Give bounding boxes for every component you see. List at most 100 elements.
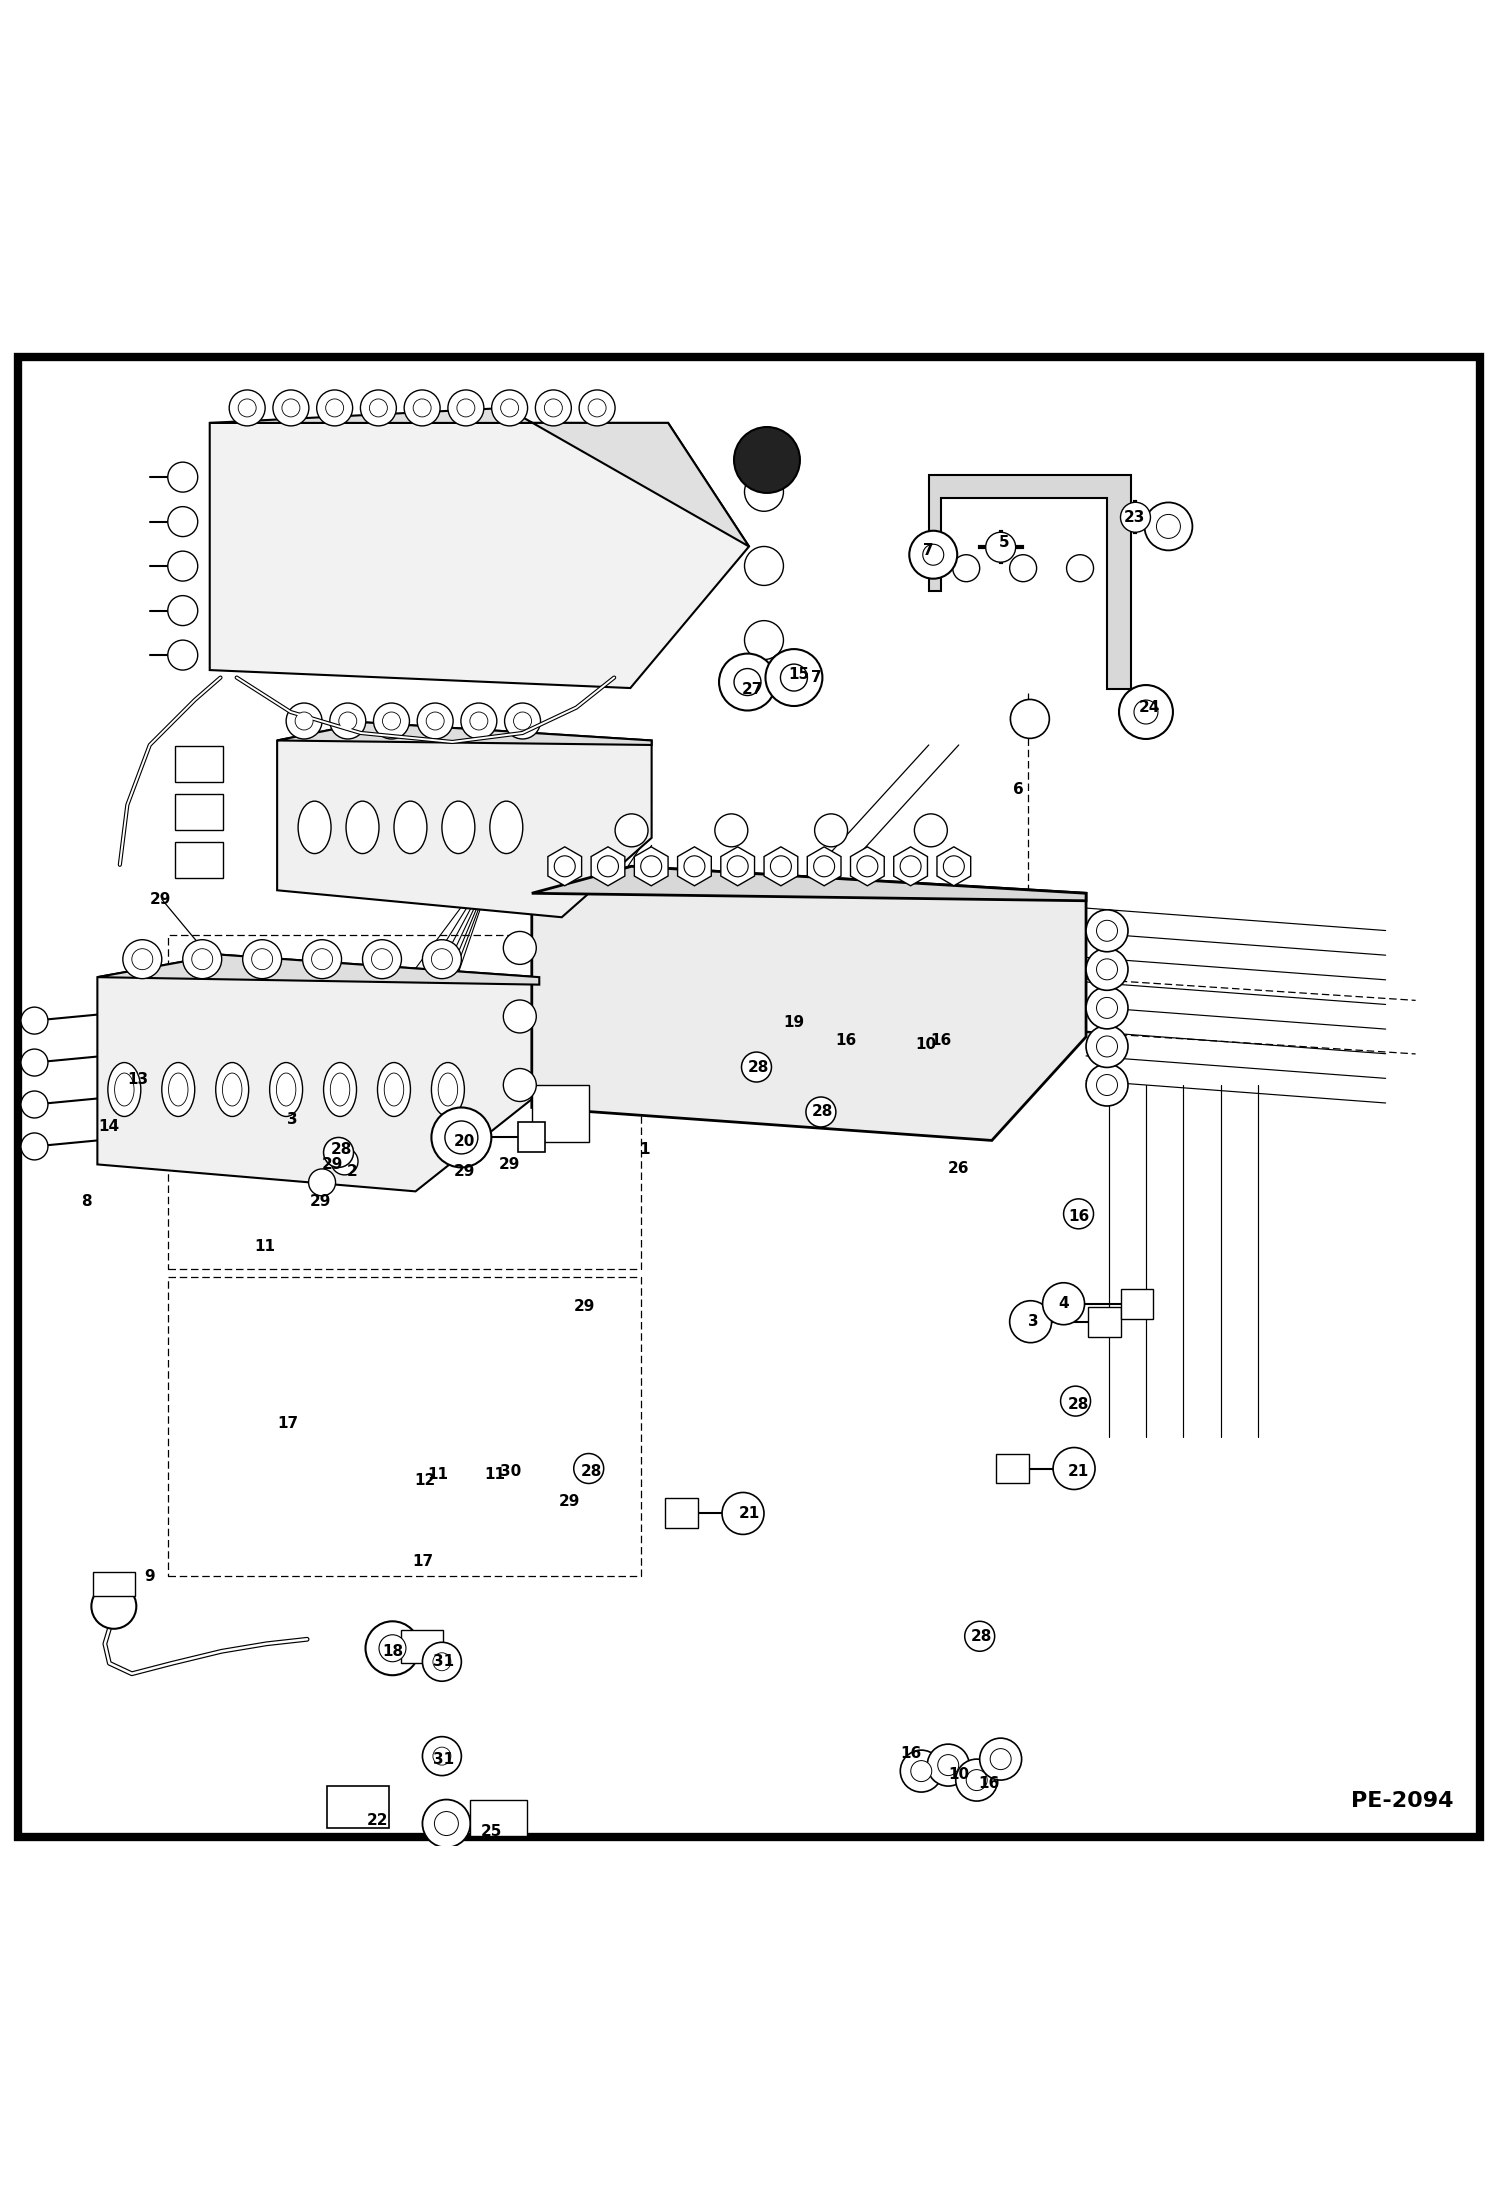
Circle shape [745,621,783,660]
Circle shape [363,939,401,979]
Polygon shape [807,847,840,886]
Circle shape [425,713,443,731]
Ellipse shape [324,1062,357,1117]
Circle shape [953,555,980,581]
Text: 17: 17 [412,1553,433,1569]
Text: 15: 15 [788,667,809,682]
Text: 27: 27 [742,682,762,698]
Circle shape [434,1812,458,1836]
Circle shape [330,702,366,739]
Text: 22: 22 [367,1812,388,1828]
Circle shape [923,544,944,566]
Circle shape [431,1108,491,1167]
Circle shape [282,399,300,417]
Ellipse shape [298,801,331,853]
Ellipse shape [377,1062,410,1117]
Circle shape [944,856,965,878]
Bar [470,1799,527,1836]
Ellipse shape [437,1073,458,1106]
Circle shape [422,939,461,979]
Polygon shape [210,423,749,689]
Circle shape [168,507,198,538]
Circle shape [1144,502,1192,551]
Circle shape [431,948,452,970]
Polygon shape [277,722,652,917]
Text: 16: 16 [836,1033,857,1047]
Text: 28: 28 [1068,1398,1089,1411]
Polygon shape [210,408,749,546]
Bar [1121,1288,1153,1319]
Text: 26: 26 [948,1161,969,1176]
Circle shape [734,428,800,494]
Circle shape [1010,555,1037,581]
Circle shape [461,702,497,739]
Ellipse shape [276,1073,297,1106]
Circle shape [535,391,571,426]
Circle shape [1097,919,1118,941]
Circle shape [168,641,198,669]
Circle shape [1097,1075,1118,1095]
Circle shape [780,665,807,691]
Polygon shape [929,476,1131,689]
Circle shape [422,1738,461,1775]
Circle shape [727,856,748,878]
Text: 20: 20 [454,1134,475,1150]
Circle shape [745,546,783,586]
Text: 16: 16 [1068,1209,1089,1224]
Circle shape [21,1007,48,1033]
Circle shape [252,948,273,970]
Circle shape [980,1738,1022,1779]
Ellipse shape [270,1062,303,1117]
Text: 13: 13 [127,1071,148,1086]
Ellipse shape [168,1073,189,1106]
Circle shape [1134,700,1158,724]
Circle shape [965,1621,995,1652]
Text: 17: 17 [277,1415,298,1430]
Circle shape [404,391,440,426]
Circle shape [238,399,256,417]
Text: 19: 19 [783,1014,804,1029]
Text: 10: 10 [915,1038,936,1053]
Polygon shape [548,847,581,886]
Text: 12: 12 [415,1472,436,1488]
Polygon shape [97,954,539,1191]
Circle shape [641,856,662,878]
Circle shape [123,939,162,979]
Circle shape [745,472,783,511]
Circle shape [765,649,822,706]
Circle shape [21,1090,48,1119]
Circle shape [243,939,282,979]
Text: 29: 29 [559,1494,580,1509]
Circle shape [598,856,619,878]
Text: 31: 31 [433,1751,454,1766]
Circle shape [770,856,791,878]
Text: PE-2094: PE-2094 [1351,1790,1453,1810]
Circle shape [500,399,518,417]
Circle shape [554,856,575,878]
Circle shape [1067,555,1094,581]
Text: 16: 16 [978,1775,999,1790]
Text: 7: 7 [923,542,935,557]
Circle shape [491,391,527,426]
Polygon shape [97,954,539,985]
Text: 29: 29 [574,1299,595,1314]
Circle shape [514,713,532,731]
Circle shape [168,595,198,625]
Circle shape [1086,1064,1128,1106]
Text: 29: 29 [322,1156,343,1172]
Text: 29: 29 [454,1165,475,1180]
Bar [175,842,223,878]
Circle shape [574,1452,604,1483]
Bar [327,1786,389,1828]
Circle shape [1156,513,1180,538]
Circle shape [1010,1301,1052,1343]
Circle shape [312,948,333,970]
Circle shape [433,1746,451,1766]
Circle shape [91,1584,136,1628]
Text: 30: 30 [500,1463,521,1479]
Circle shape [339,713,357,731]
Bar [175,746,223,783]
Polygon shape [532,867,1086,1141]
Text: 7: 7 [810,669,822,685]
Ellipse shape [394,801,427,853]
